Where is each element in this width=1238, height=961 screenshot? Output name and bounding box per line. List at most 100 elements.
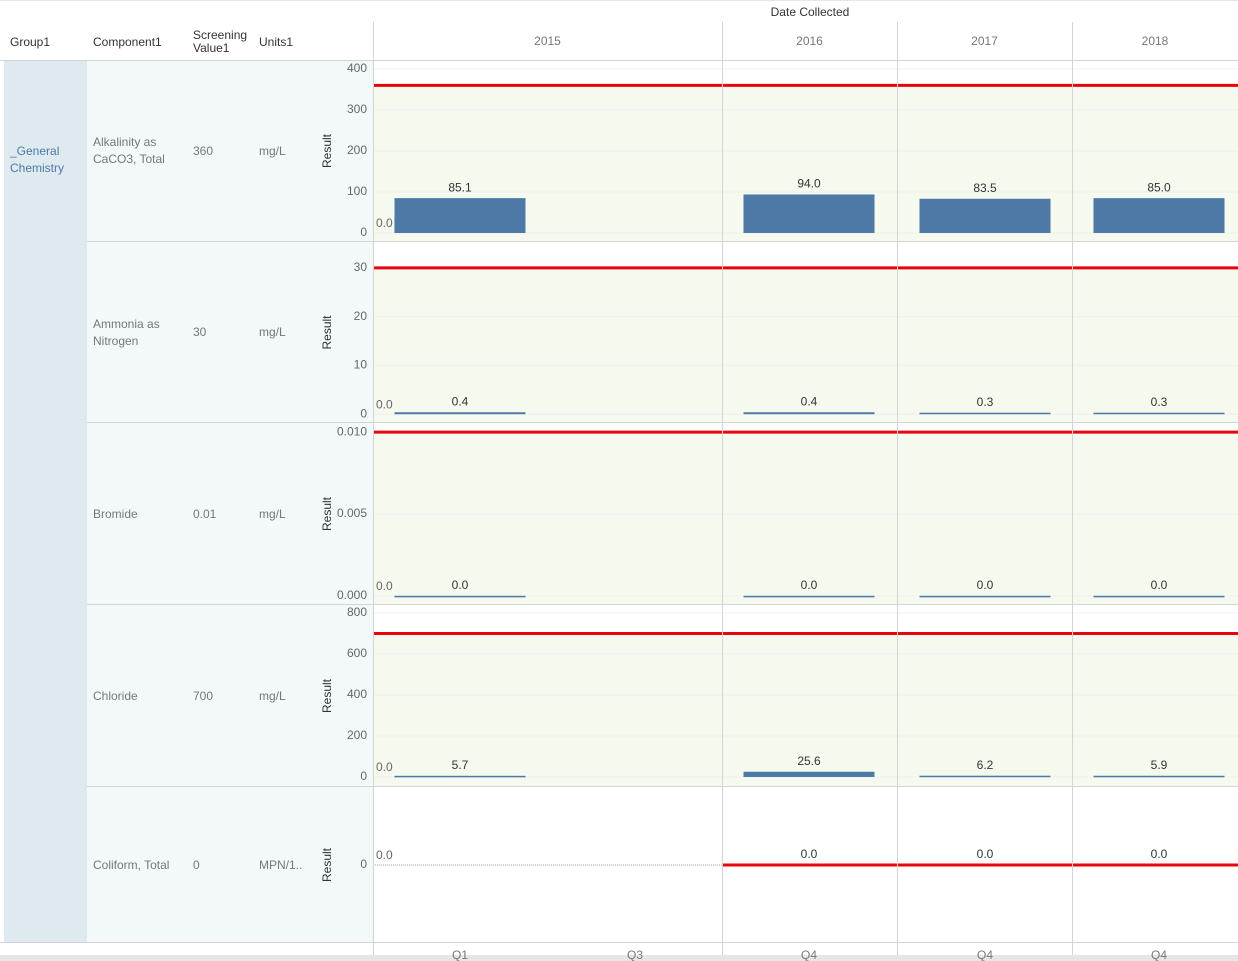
- bar: [743, 771, 875, 777]
- y-tick-label: 0: [360, 406, 367, 420]
- bar: [743, 595, 875, 598]
- value-label: 0.0: [977, 847, 994, 861]
- reference-band: [722, 267, 897, 422]
- value-label: 85.1: [448, 180, 472, 194]
- y-axis-title: Result: [320, 847, 334, 882]
- y-tick-label: 400: [347, 61, 367, 75]
- y-tick-label: 200: [347, 143, 367, 157]
- screening-value: 360: [193, 143, 214, 158]
- value-label: 6.2: [977, 758, 994, 772]
- y-tick-label: 20: [354, 309, 368, 323]
- y-axis-title: Result: [320, 315, 334, 350]
- units-label: MPN/1..: [259, 857, 303, 872]
- bar: [919, 775, 1051, 778]
- bottom-bar: [0, 955, 1238, 961]
- reference-band: [373, 633, 722, 786]
- y-tick-label: 300: [347, 102, 367, 116]
- year-label: 2018: [1142, 34, 1169, 48]
- screening-value: 0: [193, 857, 200, 872]
- value-label: 94.0: [797, 177, 821, 191]
- quarter-label: Q4: [1151, 948, 1167, 961]
- value-label: 5.7: [452, 758, 469, 772]
- units-label: mg/L: [259, 143, 286, 158]
- y-tick-label: 0.000: [337, 588, 367, 602]
- value-label: 0.4: [801, 394, 818, 408]
- bar: [919, 198, 1051, 234]
- lead-bar: [394, 414, 398, 415]
- label-columns: [87, 61, 373, 942]
- bar: [394, 775, 526, 778]
- lead-label: 0.0: [376, 216, 393, 230]
- bar: [394, 412, 526, 415]
- year-label: 2015: [534, 34, 561, 48]
- y-tick-label: 800: [347, 605, 367, 619]
- y-tick-label: 100: [347, 184, 367, 198]
- y-tick-label: 600: [347, 646, 367, 660]
- y-axis-title: Result: [320, 678, 334, 713]
- units-label: mg/L: [259, 688, 286, 703]
- year-label: 2017: [971, 34, 998, 48]
- date-label: Date Collected: [771, 5, 850, 19]
- reference-band: [1072, 633, 1238, 786]
- value-label: 0.0: [452, 578, 469, 592]
- y-tick-label: 0: [360, 225, 367, 239]
- y-tick-label: 30: [354, 260, 368, 274]
- value-label: 85.0: [1147, 180, 1171, 194]
- bar: [743, 194, 875, 234]
- screening-value: 30: [193, 325, 207, 339]
- reference-band: [722, 432, 897, 604]
- value-label: 83.5: [973, 181, 997, 195]
- y-tick-label: 200: [347, 728, 367, 742]
- value-label: 0.0: [801, 578, 818, 592]
- reference-band: [897, 432, 1072, 604]
- column-header: Units1: [259, 35, 294, 49]
- value-label: 0.0: [1151, 578, 1168, 592]
- quarter-label: Q4: [801, 948, 817, 961]
- screening-value: 700: [193, 688, 214, 703]
- bar: [919, 595, 1051, 598]
- component-label: Bromide: [93, 506, 138, 521]
- group-label: _General Chemistry: [10, 144, 65, 175]
- units-label: mg/L: [259, 506, 286, 521]
- reference-band: [897, 633, 1072, 786]
- value-label: 0.0: [1151, 847, 1168, 861]
- value-label: 0.3: [1151, 395, 1168, 409]
- value-label: 5.9: [1151, 758, 1168, 772]
- quarter-label: Q3: [627, 948, 643, 961]
- reference-band: [722, 633, 897, 786]
- screening-value: 0.01: [193, 506, 217, 521]
- units-label: mg/L: [259, 325, 286, 339]
- value-label: 0.0: [801, 847, 818, 861]
- year-label: 2016: [796, 34, 823, 48]
- lead-label: 0.0: [376, 397, 393, 411]
- bar: [1093, 412, 1225, 415]
- y-tick-label: 0: [360, 857, 367, 871]
- quarter-label: Q4: [977, 948, 993, 961]
- y-tick-label: 10: [354, 358, 368, 372]
- reference-band: [373, 432, 722, 604]
- component-label: Alkalinity as CaCO3, Total: [93, 135, 165, 166]
- y-tick-label: 0: [360, 769, 367, 783]
- bar: [1093, 775, 1225, 778]
- reference-band: [373, 267, 722, 422]
- value-label: 0.3: [977, 395, 994, 409]
- component-label: Chloride: [93, 688, 138, 703]
- reference-band: [897, 267, 1072, 422]
- bar: [919, 412, 1051, 415]
- lead-label: 0.0: [376, 760, 393, 774]
- component-label: Ammonia as Nitrogen: [93, 316, 160, 348]
- value-label: 0.0: [977, 578, 994, 592]
- y-axis-title: Result: [320, 496, 334, 531]
- y-tick-label: 0.005: [337, 506, 367, 520]
- bar: [1093, 198, 1225, 234]
- column-header: Screening Value1: [193, 28, 248, 55]
- y-axis-title: Result: [320, 133, 334, 168]
- y-tick-label: 400: [347, 687, 367, 701]
- reference-band: [1072, 432, 1238, 604]
- lead-label: 0.0: [376, 579, 393, 593]
- bar: [1093, 595, 1225, 598]
- group-column: [4, 61, 87, 942]
- y-tick-label: 0.010: [337, 424, 367, 438]
